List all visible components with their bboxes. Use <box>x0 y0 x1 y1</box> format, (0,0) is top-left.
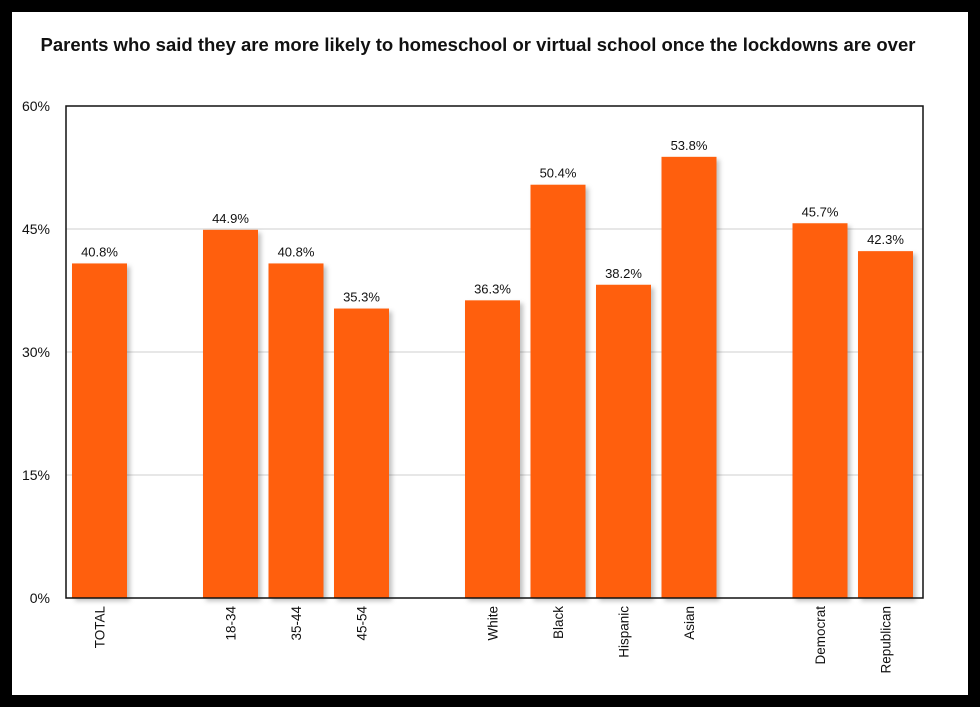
bar <box>334 308 389 598</box>
bar <box>465 300 520 598</box>
data-label: 36.3% <box>474 281 511 296</box>
x-tick-label: 18-34 <box>224 606 239 641</box>
data-label: 45.7% <box>802 204 839 219</box>
bar <box>268 263 324 598</box>
bar <box>72 263 127 598</box>
plot-area-border <box>65 105 924 599</box>
data-label: 42.3% <box>867 232 904 247</box>
bar <box>596 284 651 598</box>
bar <box>661 156 717 598</box>
y-tick-label: 45% <box>22 221 50 237</box>
x-tick-label: Republican <box>879 606 894 674</box>
y-tick-label: 60% <box>22 98 50 114</box>
bar <box>530 184 586 598</box>
chart-title: Parents who said they are more likely to… <box>40 34 916 55</box>
data-label: 53.8% <box>671 138 708 153</box>
data-label: 40.8% <box>81 244 118 259</box>
data-label: 44.9% <box>212 211 249 226</box>
bar <box>203 229 258 598</box>
data-label: 50.4% <box>540 166 577 181</box>
x-tick-label: Hispanic <box>617 606 632 658</box>
x-tick-label: TOTAL <box>93 606 108 649</box>
y-tick-label: 15% <box>22 467 50 483</box>
y-tick-label: 30% <box>22 344 50 360</box>
data-label: 40.8% <box>278 244 315 259</box>
x-tick-label: 35-44 <box>289 606 304 641</box>
bar <box>858 251 913 598</box>
x-tick-label: 45-54 <box>355 606 370 641</box>
data-label: 35.3% <box>343 290 380 305</box>
x-tick-label: Democrat <box>813 606 828 665</box>
x-tick-label: White <box>486 606 501 641</box>
bar <box>792 223 848 598</box>
y-tick-label: 0% <box>30 590 50 606</box>
x-tick-label: Black <box>551 606 566 639</box>
x-tick-label: Asian <box>682 606 697 640</box>
data-label: 38.2% <box>605 266 642 281</box>
